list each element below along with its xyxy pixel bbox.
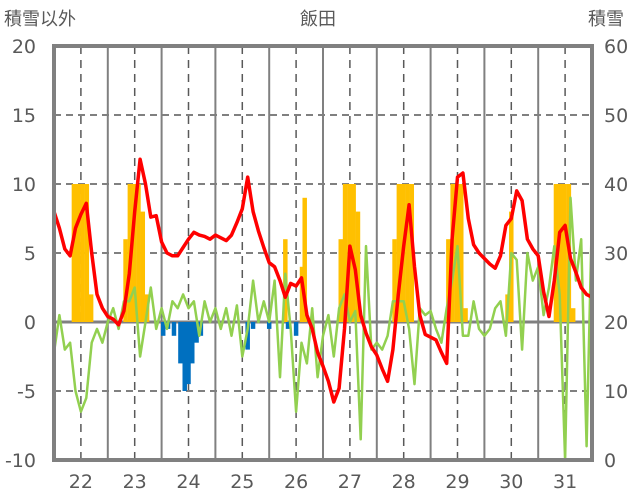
left-tick-label: 15 — [12, 105, 36, 127]
chart-title: 飯田 — [300, 9, 336, 30]
orange-bar — [355, 211, 361, 322]
blue-bar — [182, 322, 187, 391]
orange-bar — [342, 184, 348, 322]
blue-bar — [194, 322, 199, 343]
orange-bar — [459, 184, 464, 322]
left-tick-label: -5 — [17, 381, 36, 403]
x-tick-label: 22 — [69, 471, 93, 493]
left-tick-label: 5 — [24, 243, 36, 265]
x-tick-label: 29 — [445, 471, 469, 493]
plot-frame — [52, 44, 594, 462]
blue-bar — [178, 322, 183, 364]
orange-bar — [562, 184, 567, 322]
orange-bar — [299, 266, 305, 322]
blue-bar — [266, 322, 272, 329]
right-tick-label: 30 — [604, 243, 628, 265]
orange-bar — [84, 184, 90, 322]
blue-bar — [190, 322, 195, 364]
right-tick-label: 20 — [604, 312, 628, 334]
orange-bar — [570, 308, 576, 322]
orange-bar — [463, 308, 468, 322]
blue-bar — [171, 322, 177, 336]
blue-bar — [250, 322, 256, 329]
orange-bar — [71, 184, 77, 322]
orange-bar — [80, 184, 85, 322]
x-tick-label: 25 — [230, 471, 254, 493]
right-tick-label: 40 — [604, 174, 628, 196]
orange-bar — [392, 239, 397, 322]
blue-bar — [293, 322, 299, 336]
orange-bar — [351, 184, 356, 322]
orange-bar — [75, 184, 81, 322]
blue-bar — [245, 322, 250, 350]
right-tick-label: 50 — [604, 105, 628, 127]
left-tick-label: 20 — [12, 36, 36, 58]
left-tick-label: 0 — [24, 312, 36, 334]
left-tick-label: 10 — [12, 174, 36, 196]
x-tick-label: 24 — [176, 471, 200, 493]
x-tick-label: 30 — [499, 471, 523, 493]
blue-bar — [160, 322, 166, 336]
green-series-line — [52, 196, 594, 462]
left-tick-label: -10 — [5, 450, 36, 472]
orange-bar — [405, 184, 410, 322]
orange-bar — [396, 184, 402, 322]
right-tick-label: 60 — [604, 36, 628, 58]
left-axis-title: 積雪以外 — [4, 9, 76, 30]
x-tick-label: 31 — [553, 471, 577, 493]
orange-bar — [140, 211, 146, 322]
x-tick-label: 23 — [123, 471, 147, 493]
blue-bar — [285, 322, 291, 329]
orange-bar — [302, 197, 307, 322]
x-tick-label: 28 — [392, 471, 416, 493]
orange-bar — [131, 184, 137, 322]
orange-bar — [136, 184, 141, 322]
orange-bar — [446, 239, 451, 322]
orange-bar — [338, 239, 343, 322]
right-tick-label: 10 — [604, 381, 628, 403]
orange-bar — [558, 184, 563, 322]
orange-bar — [88, 294, 94, 322]
x-tick-label: 26 — [284, 471, 308, 493]
right-axis-title: 積雪 — [588, 9, 624, 30]
right-tick-label: 0 — [604, 450, 616, 472]
blue-bar — [186, 322, 191, 385]
red-series-line — [52, 157, 593, 404]
orange-bar — [123, 239, 128, 322]
x-tick-label: 27 — [338, 471, 362, 493]
